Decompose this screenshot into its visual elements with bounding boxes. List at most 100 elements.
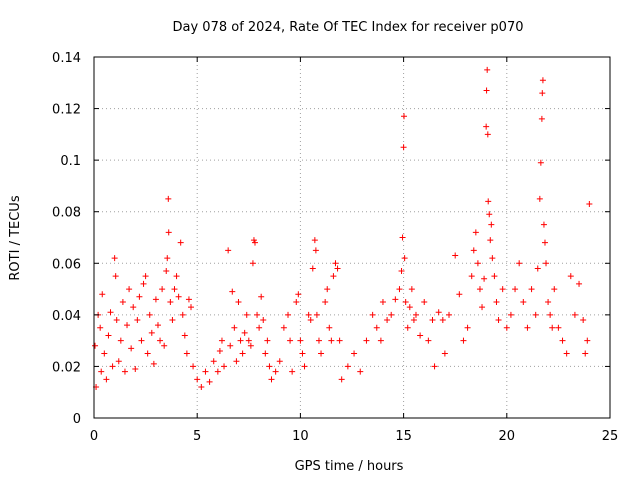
- axis-ticks: [93, 56, 611, 419]
- data-point: [412, 311, 419, 318]
- data-point: [161, 342, 168, 349]
- data-point: [262, 350, 269, 357]
- data-point: [401, 255, 408, 262]
- y-tick-label: 0.04: [52, 309, 81, 324]
- data-point: [425, 337, 432, 344]
- data-point: [474, 260, 481, 267]
- data-point: [479, 304, 486, 311]
- data-point: [576, 280, 583, 287]
- data-point: [388, 311, 395, 318]
- data-point: [245, 337, 252, 344]
- data-point: [194, 376, 201, 383]
- data-point: [285, 311, 292, 318]
- data-point: [163, 268, 170, 275]
- data-point: [251, 239, 258, 246]
- data-point: [328, 337, 335, 344]
- data-point: [379, 298, 386, 305]
- data-point: [249, 260, 256, 267]
- data-point: [233, 358, 240, 365]
- data-point: [225, 247, 232, 254]
- data-point: [260, 317, 267, 324]
- data-point: [586, 200, 593, 207]
- data-point: [441, 350, 448, 357]
- data-point: [175, 293, 182, 300]
- data-point: [567, 273, 574, 280]
- data-point: [150, 360, 157, 367]
- data-point: [543, 260, 550, 267]
- y-tick-label: 0.02: [52, 360, 81, 375]
- data-point: [171, 286, 178, 293]
- data-point: [198, 384, 205, 391]
- x-axis-label: GPS time / hours: [295, 459, 404, 474]
- data-point: [272, 368, 279, 375]
- data-point: [408, 286, 415, 293]
- data-points: [92, 66, 593, 391]
- data-point: [503, 324, 510, 331]
- data-point: [539, 77, 546, 84]
- data-point: [534, 265, 541, 272]
- data-point: [392, 296, 399, 303]
- data-point: [485, 198, 492, 205]
- data-point: [536, 195, 543, 202]
- data-point: [254, 311, 261, 318]
- data-point: [330, 273, 337, 280]
- data-point: [237, 337, 244, 344]
- data-point: [421, 298, 428, 305]
- data-point: [435, 309, 442, 316]
- data-point: [229, 288, 236, 295]
- data-point: [218, 337, 225, 344]
- data-point: [179, 311, 186, 318]
- data-point: [384, 317, 391, 324]
- data-point: [165, 229, 172, 236]
- x-tick-label: 25: [602, 429, 619, 444]
- data-point: [538, 115, 545, 122]
- data-point: [493, 298, 500, 305]
- data-point: [446, 311, 453, 318]
- data-point: [146, 311, 153, 318]
- data-point: [417, 332, 424, 339]
- data-point: [460, 337, 467, 344]
- data-point: [312, 247, 319, 254]
- data-point: [483, 87, 490, 94]
- data-point: [580, 317, 587, 324]
- data-point: [297, 337, 304, 344]
- y-tick-label: 0.14: [52, 51, 81, 66]
- data-point: [484, 66, 491, 73]
- data-point: [111, 255, 118, 262]
- data-point: [410, 317, 417, 324]
- y-tick-label: 0.1: [60, 154, 81, 169]
- data-point: [406, 304, 413, 311]
- data-point: [130, 304, 137, 311]
- data-point: [268, 376, 275, 383]
- data-point: [142, 273, 149, 280]
- data-point: [429, 317, 436, 324]
- data-point: [214, 368, 221, 375]
- chart-title: Day 078 of 2024, Rate Of TEC Index for r…: [173, 20, 524, 35]
- data-point: [258, 293, 265, 300]
- x-tick-label: 5: [193, 429, 201, 444]
- data-point: [491, 273, 498, 280]
- data-point: [148, 329, 155, 336]
- x-tick-label: 0: [90, 429, 98, 444]
- data-point: [113, 317, 120, 324]
- data-point: [210, 358, 217, 365]
- data-point: [456, 291, 463, 298]
- data-point: [311, 237, 318, 244]
- data-point: [559, 337, 566, 344]
- data-point: [152, 296, 159, 303]
- data-point: [109, 363, 116, 370]
- x-tick-label: 15: [395, 429, 412, 444]
- data-point: [488, 221, 495, 228]
- data-point: [401, 113, 408, 120]
- data-point: [188, 304, 195, 311]
- data-point: [101, 350, 108, 357]
- data-point: [126, 286, 133, 293]
- data-point: [431, 363, 438, 370]
- data-point: [121, 368, 128, 375]
- data-point: [520, 298, 527, 305]
- data-point: [103, 376, 110, 383]
- data-point: [396, 286, 403, 293]
- data-point: [322, 298, 329, 305]
- data-point: [206, 378, 213, 385]
